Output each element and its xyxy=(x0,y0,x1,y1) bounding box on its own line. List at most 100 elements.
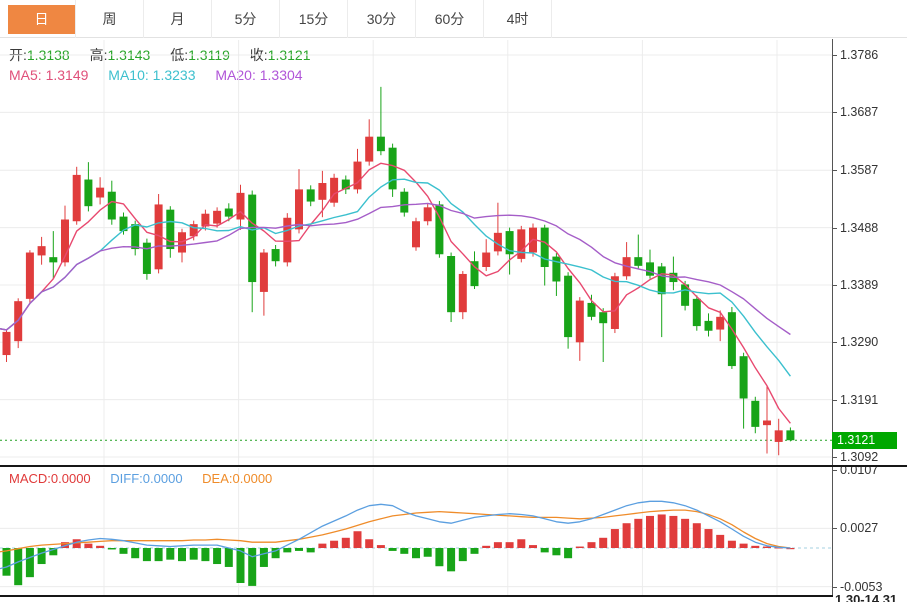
macd-bar xyxy=(142,548,151,562)
price-axis-label-tick xyxy=(832,285,837,286)
macd-bar xyxy=(575,546,584,548)
macd-bar xyxy=(201,548,210,562)
price-axis-label-tick xyxy=(832,227,837,229)
candle-body xyxy=(365,136,374,162)
macd-header: MACD:0.0000 DIFF:0.0000 DEA:0.0000 xyxy=(9,471,288,486)
price-axis-label-tick xyxy=(832,112,837,114)
candle-body xyxy=(552,256,561,282)
price-axis-label: 1.3687 xyxy=(840,105,879,120)
macd-axis-label: 0.0027 xyxy=(840,521,879,536)
candle-body xyxy=(37,246,46,256)
macd-bar xyxy=(61,542,69,548)
macd-bar xyxy=(517,539,526,548)
candle-body xyxy=(646,262,654,276)
candle-body xyxy=(470,261,479,287)
candlestick-chart[interactable] xyxy=(0,39,832,466)
macd-bar xyxy=(786,548,795,550)
macd-bar xyxy=(751,545,760,548)
candle-body xyxy=(49,257,58,263)
macd-bar xyxy=(330,540,339,548)
macd-bar xyxy=(119,548,128,554)
candle-body xyxy=(376,136,385,152)
ma10-value: 1.3233 xyxy=(152,67,196,83)
ma5-value: 1.3149 xyxy=(45,67,89,83)
tab-5min-label: 5分 xyxy=(234,10,257,27)
ma20-line xyxy=(0,202,791,336)
tab-60min[interactable]: 60分 xyxy=(416,0,484,38)
candle-body xyxy=(295,189,303,230)
macd-bar xyxy=(564,548,573,559)
tab-month-label: 月 xyxy=(170,10,185,27)
price-axis-label: 1.3488 xyxy=(840,220,879,235)
candle-body xyxy=(259,252,268,292)
candle-body xyxy=(107,191,116,220)
panel-separator xyxy=(0,465,907,467)
price-axis-label: 1.3290 xyxy=(840,335,879,350)
timeframe-tabbar: 日 周 月 5分 15分 30分 60分 4时 xyxy=(0,0,907,38)
macd-bar xyxy=(388,548,397,551)
macd-bar xyxy=(599,537,608,548)
macd-bar xyxy=(49,548,58,556)
candle-body xyxy=(786,430,795,441)
candle-body xyxy=(763,420,771,426)
ma20-value: 1.3304 xyxy=(259,67,303,83)
macd-axis-label: -0.0053 xyxy=(840,579,883,594)
tab-5min[interactable]: 5分 xyxy=(212,0,280,38)
candle-body xyxy=(751,400,760,427)
macd-bar xyxy=(552,548,561,556)
macd-bar xyxy=(259,548,268,567)
current-price-tag: 1.3121 xyxy=(832,432,897,449)
candle-body xyxy=(458,273,467,313)
candle-body xyxy=(96,187,105,198)
candle-body xyxy=(119,216,128,232)
macd-chart[interactable] xyxy=(0,467,832,595)
macd-bar xyxy=(529,545,537,548)
macd-bar xyxy=(341,537,350,548)
macd-bar xyxy=(72,539,81,548)
tab-day[interactable]: 日 xyxy=(8,0,76,38)
candle-body xyxy=(84,179,93,207)
dea-value: 0.0000 xyxy=(232,471,273,486)
candle-body xyxy=(248,194,257,283)
macd-bar xyxy=(131,548,140,559)
macd-value: 0.0000 xyxy=(50,471,91,486)
tab-month[interactable]: 月 xyxy=(144,0,212,38)
macd-bar xyxy=(716,534,725,548)
macd-bar xyxy=(634,518,643,548)
candle-body xyxy=(189,224,198,237)
macd-bar xyxy=(236,548,245,583)
candle-body xyxy=(704,320,713,331)
macd-bar xyxy=(610,529,619,548)
candle-body xyxy=(330,177,339,203)
ma10-line xyxy=(0,178,791,377)
candle-body xyxy=(482,252,491,268)
candle-body xyxy=(166,209,175,250)
candle-body xyxy=(201,213,210,227)
candle-body xyxy=(341,179,350,190)
candle-body xyxy=(142,242,151,274)
price-axis-label: 1.3786 xyxy=(840,48,879,62)
tab-15min[interactable]: 15分 xyxy=(280,0,348,38)
tab-week[interactable]: 周 xyxy=(76,0,144,38)
candle-body xyxy=(716,316,725,330)
candle-body xyxy=(692,298,701,327)
diff-label: DIFF: xyxy=(110,471,143,486)
candle-body xyxy=(271,249,280,262)
diff-value: 0.0000 xyxy=(142,471,183,486)
tab-30min[interactable]: 30分 xyxy=(348,0,416,38)
macd-bar xyxy=(447,548,456,572)
candle-body xyxy=(447,256,456,313)
macd-bar xyxy=(493,542,502,548)
candle-body xyxy=(575,300,584,343)
tab-4hour[interactable]: 4时 xyxy=(484,0,552,38)
macd-axis-label-tick xyxy=(832,470,837,471)
candle-body xyxy=(318,183,327,200)
ma20-label: MA20: xyxy=(215,67,256,83)
candle-body xyxy=(657,266,666,295)
macd-bar xyxy=(505,542,514,548)
candle-body xyxy=(306,189,315,202)
candle-body xyxy=(517,229,526,259)
candle-body xyxy=(564,275,573,338)
candle-body xyxy=(681,284,690,306)
macd-bar xyxy=(37,548,46,565)
